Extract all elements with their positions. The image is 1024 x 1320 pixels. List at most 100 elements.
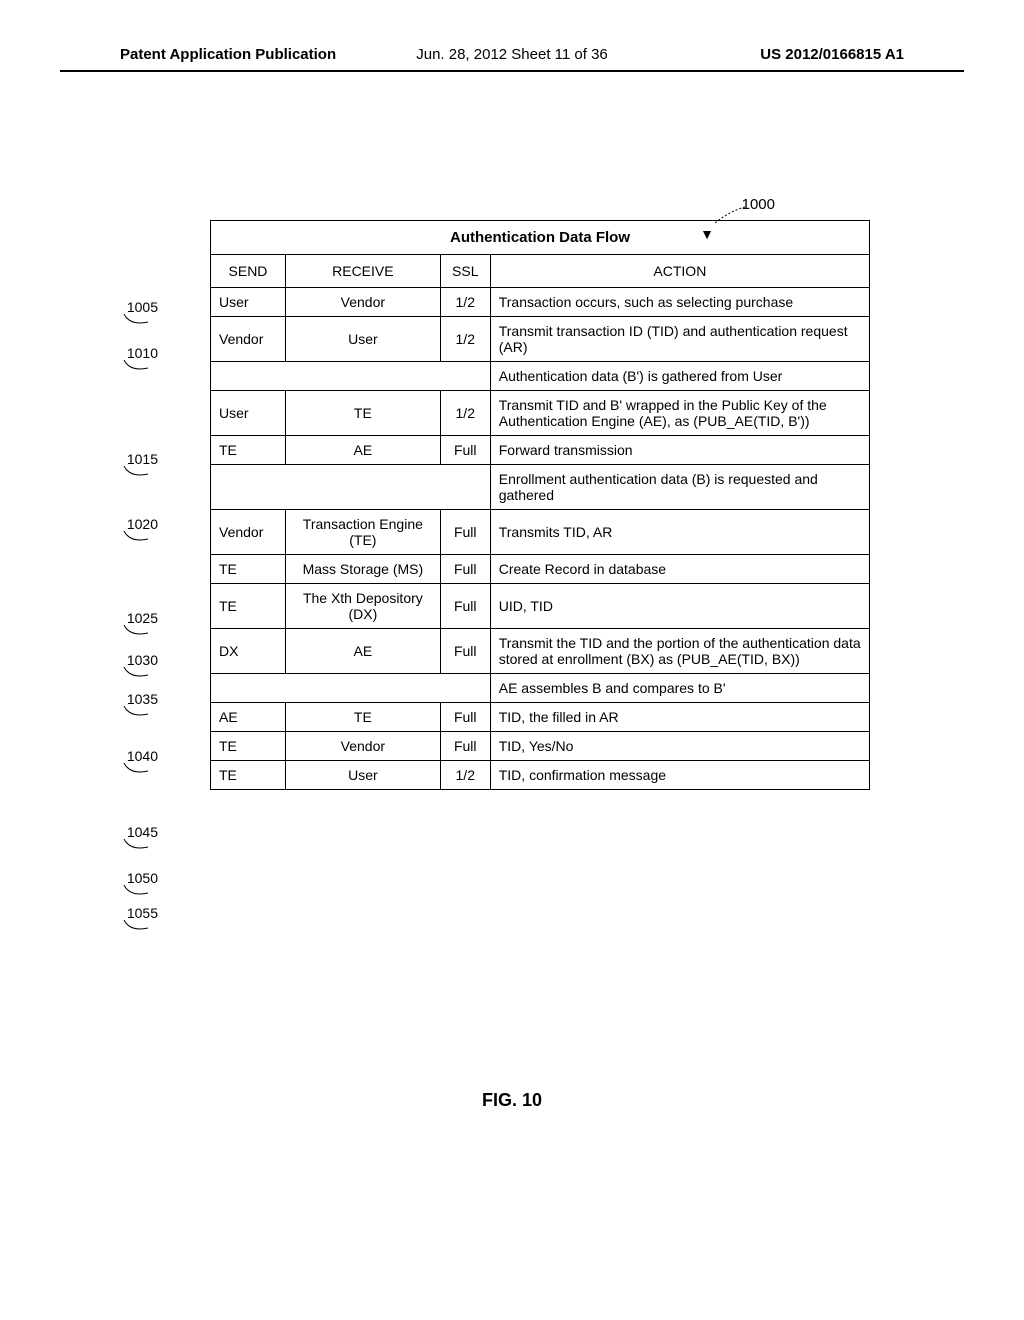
cell-receive: Vendor [285, 732, 440, 761]
col-header-receive: RECEIVE [285, 255, 440, 288]
cell-send: Vendor [211, 510, 286, 555]
table-row: AE assembles B and compares to B' [211, 674, 870, 703]
cell-ssl: 1/2 [440, 317, 490, 362]
header-left: Patent Application Publication [120, 46, 336, 63]
table-row: UserVendor1/2Transaction occurs, such as… [211, 288, 870, 317]
page-header: Patent Application Publication Jun. 28, … [0, 46, 1024, 63]
ref-curve-icon [122, 531, 150, 545]
ref-curve-icon [122, 360, 150, 374]
table-row: Authentication data (B') is gathered fro… [211, 362, 870, 391]
figure-caption: FIG. 10 [482, 1090, 542, 1111]
cell-receive: Mass Storage (MS) [285, 555, 440, 584]
cell-ssl [440, 674, 490, 703]
cell-receive: AE [285, 629, 440, 674]
header-right: US 2012/0166815 A1 [760, 46, 904, 63]
row-ref-label: 1035 [118, 691, 158, 707]
cell-receive: User [285, 761, 440, 790]
ref-curve-icon [122, 763, 150, 777]
table-row: TEMass Storage (MS)FullCreate Record in … [211, 555, 870, 584]
cell-action: TID, the filled in AR [490, 703, 869, 732]
row-ref-label: 1005 [118, 299, 158, 315]
table-row: TEThe Xth Depository (DX)FullUID, TID [211, 584, 870, 629]
row-ref-label: 1040 [118, 748, 158, 764]
cell-action: Authentication data (B') is gathered fro… [490, 362, 869, 391]
table-row: UserTE1/2Transmit TID and B' wrapped in … [211, 391, 870, 436]
cell-action: Enrollment authentication data (B) is re… [490, 465, 869, 510]
cell-ssl: Full [440, 436, 490, 465]
cell-action: TID, Yes/No [490, 732, 869, 761]
cell-send: TE [211, 555, 286, 584]
cell-send: User [211, 391, 286, 436]
cell-action: AE assembles B and compares to B' [490, 674, 869, 703]
row-ref-label: 1050 [118, 870, 158, 886]
cell-ssl: Full [440, 732, 490, 761]
table-header-row: SEND RECEIVE SSL ACTION [211, 255, 870, 288]
figure-container: 1000 ▼ 100510101015102010251030103510401… [170, 220, 870, 790]
table-row: VendorTransaction Engine (TE)FullTransmi… [211, 510, 870, 555]
col-header-action: ACTION [490, 255, 869, 288]
row-ref-label: 1055 [118, 905, 158, 921]
ref-curve-icon [122, 885, 150, 899]
row-ref-label: 1045 [118, 824, 158, 840]
cell-send: TE [211, 732, 286, 761]
row-ref-label: 1030 [118, 652, 158, 668]
table-row: VendorUser1/2Transmit transaction ID (TI… [211, 317, 870, 362]
col-header-ssl: SSL [440, 255, 490, 288]
cell-receive: The Xth Depository (DX) [285, 584, 440, 629]
cell-ssl [440, 362, 490, 391]
table-row: TEUser1/2TID, confirmation message [211, 761, 870, 790]
cell-send [211, 362, 286, 391]
cell-send: DX [211, 629, 286, 674]
header-center: Jun. 28, 2012 Sheet 11 of 36 [416, 46, 608, 63]
cell-ssl: Full [440, 510, 490, 555]
cell-receive: TE [285, 703, 440, 732]
cell-send: TE [211, 436, 286, 465]
cell-receive: Transaction Engine (TE) [285, 510, 440, 555]
ref-curve-icon [122, 920, 150, 934]
table-title: Authentication Data Flow [211, 221, 870, 255]
cell-action: Create Record in database [490, 555, 869, 584]
cell-action: Forward transmission [490, 436, 869, 465]
cell-receive [285, 465, 440, 510]
cell-send: Vendor [211, 317, 286, 362]
ref-curve-icon [122, 839, 150, 853]
row-ref-label: 1020 [118, 516, 158, 532]
row-ref-label: 1015 [118, 451, 158, 467]
table-body: UserVendor1/2Transaction occurs, such as… [211, 288, 870, 790]
row-ref-label: 1025 [118, 610, 158, 626]
row-ref-label: 1010 [118, 345, 158, 361]
cell-action: Transmit transaction ID (TID) and authen… [490, 317, 869, 362]
cell-send: User [211, 288, 286, 317]
cell-ssl: 1/2 [440, 288, 490, 317]
cell-action: Transmit the TID and the portion of the … [490, 629, 869, 674]
cell-send [211, 465, 286, 510]
ref-curve-icon [710, 205, 750, 225]
cell-action: TID, confirmation message [490, 761, 869, 790]
ref-curve-icon [122, 667, 150, 681]
cell-action: Transmits TID, AR [490, 510, 869, 555]
table-row: TEVendorFullTID, Yes/No [211, 732, 870, 761]
cell-send: TE [211, 584, 286, 629]
cell-ssl: 1/2 [440, 761, 490, 790]
cell-send: AE [211, 703, 286, 732]
table-row: TEAEFullForward transmission [211, 436, 870, 465]
table-row: AETEFullTID, the filled in AR [211, 703, 870, 732]
header-rule [60, 70, 964, 72]
cell-receive: Vendor [285, 288, 440, 317]
cell-receive: AE [285, 436, 440, 465]
ref-curve-icon [122, 314, 150, 328]
cell-ssl: Full [440, 629, 490, 674]
cell-ssl: Full [440, 703, 490, 732]
cell-send: TE [211, 761, 286, 790]
cell-receive [285, 674, 440, 703]
cell-ssl: Full [440, 555, 490, 584]
ref-curve-icon [122, 706, 150, 720]
cell-action: Transaction occurs, such as selecting pu… [490, 288, 869, 317]
cell-receive: User [285, 317, 440, 362]
cell-ssl: 1/2 [440, 391, 490, 436]
cell-action: UID, TID [490, 584, 869, 629]
cell-action: Transmit TID and B' wrapped in the Publi… [490, 391, 869, 436]
arrow-down-icon: ▼ [700, 226, 714, 242]
cell-ssl: Full [440, 584, 490, 629]
ref-curve-icon [122, 625, 150, 639]
